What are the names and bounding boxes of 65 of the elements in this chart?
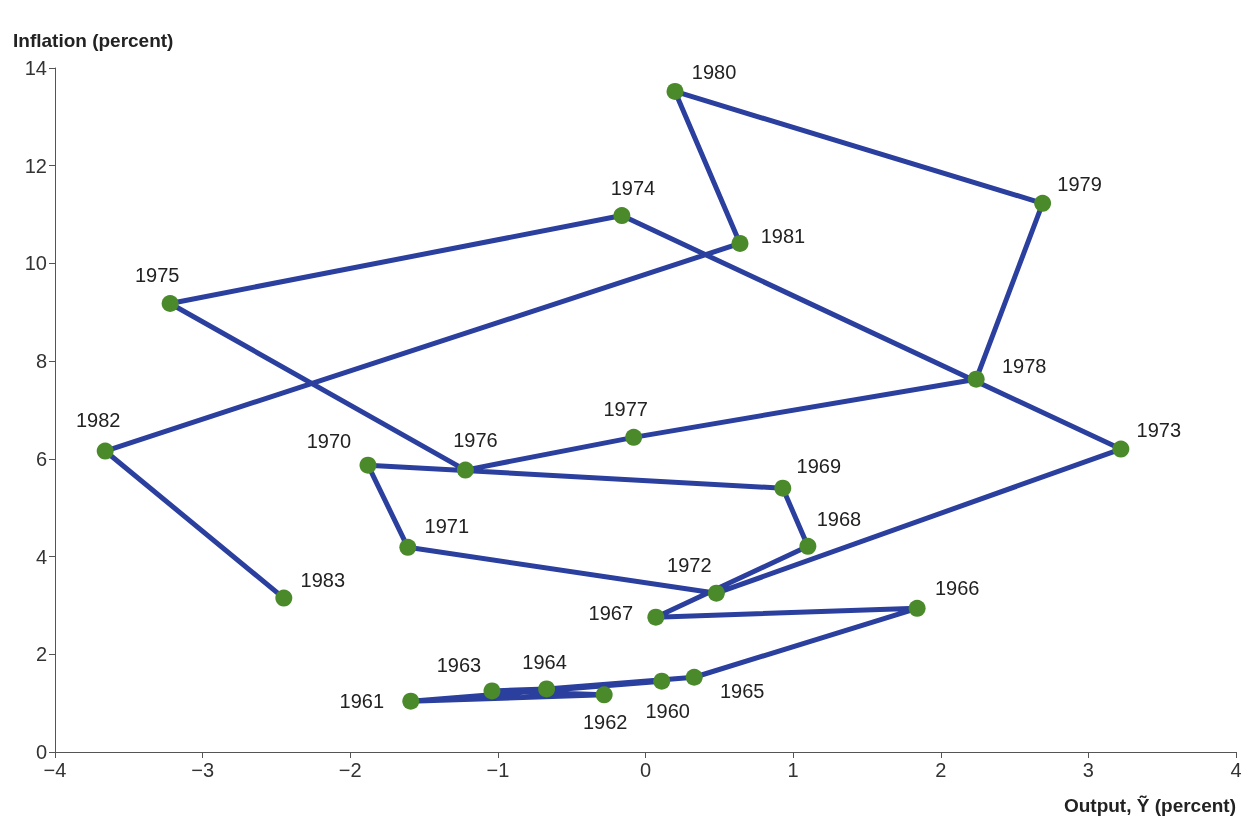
point xyxy=(359,456,377,474)
x-tick-label: 1 xyxy=(787,759,799,781)
annotation: 1975 xyxy=(134,264,180,287)
annotation: 1974 xyxy=(610,176,656,199)
annotation: 1982 xyxy=(75,409,121,432)
x-tick-label: 0 xyxy=(639,759,652,781)
y-tick-label: 10 xyxy=(24,252,47,275)
point xyxy=(967,370,985,388)
annotation: 1960 xyxy=(645,700,690,723)
annotation: 1965 xyxy=(719,680,765,703)
point xyxy=(402,692,420,710)
x-tick-label: 3 xyxy=(1082,759,1094,781)
annotation: 1980 xyxy=(691,61,737,84)
x-tick-label: −3 xyxy=(191,759,215,781)
annotation: 1978 xyxy=(1001,355,1047,378)
y-tick-label: 8 xyxy=(35,350,47,373)
point xyxy=(275,589,293,607)
point xyxy=(685,668,703,686)
y-tick-label: 2 xyxy=(35,643,47,666)
x-axis-title: Output, Ỹ (percent) xyxy=(1063,795,1236,816)
y-tick-label: 6 xyxy=(35,447,47,470)
x-tick-label: −1 xyxy=(486,759,510,781)
annotation: 1972 xyxy=(667,554,712,577)
annotation: 1976 xyxy=(453,429,498,452)
y-tick-label: 12 xyxy=(24,154,47,177)
x-tick-label: −2 xyxy=(338,759,362,781)
point xyxy=(1034,194,1052,212)
point xyxy=(456,461,474,479)
x-tick-label: 4 xyxy=(1230,759,1242,781)
y-axis-title: Inflation (percent) xyxy=(13,30,174,51)
point xyxy=(799,537,817,555)
point xyxy=(653,672,671,690)
point xyxy=(647,608,665,626)
point xyxy=(161,295,179,312)
point xyxy=(96,442,114,460)
point xyxy=(908,599,926,617)
point xyxy=(483,682,501,700)
point xyxy=(666,82,684,100)
point xyxy=(595,686,613,704)
annotation: 1967 xyxy=(588,602,634,625)
annotation: 1966 xyxy=(934,577,980,600)
point xyxy=(538,680,556,698)
point xyxy=(613,207,631,225)
annotation: 1968 xyxy=(816,508,862,531)
y-tick-label: 14 xyxy=(24,57,47,79)
y-tick-label: 4 xyxy=(35,545,47,568)
annotation: 1962 xyxy=(582,710,628,733)
point xyxy=(625,428,643,446)
point xyxy=(707,584,725,602)
point xyxy=(731,234,749,252)
point xyxy=(774,479,792,497)
point xyxy=(399,538,417,556)
annotation: 1964 xyxy=(522,650,567,673)
annotation: 1961 xyxy=(339,690,385,713)
annotation: 1983 xyxy=(300,569,346,592)
annotation: 1977 xyxy=(603,398,648,421)
annotation: 1963 xyxy=(436,653,482,676)
point xyxy=(1112,440,1130,458)
annotation: 1979 xyxy=(1057,173,1102,196)
annotation: 1971 xyxy=(424,515,470,538)
annotation: 1969 xyxy=(796,455,842,478)
annotation: 1981 xyxy=(760,225,806,248)
annotation: 1970 xyxy=(306,430,352,453)
x-tick-label: 2 xyxy=(935,759,947,781)
annotation: 1973 xyxy=(1136,419,1182,442)
